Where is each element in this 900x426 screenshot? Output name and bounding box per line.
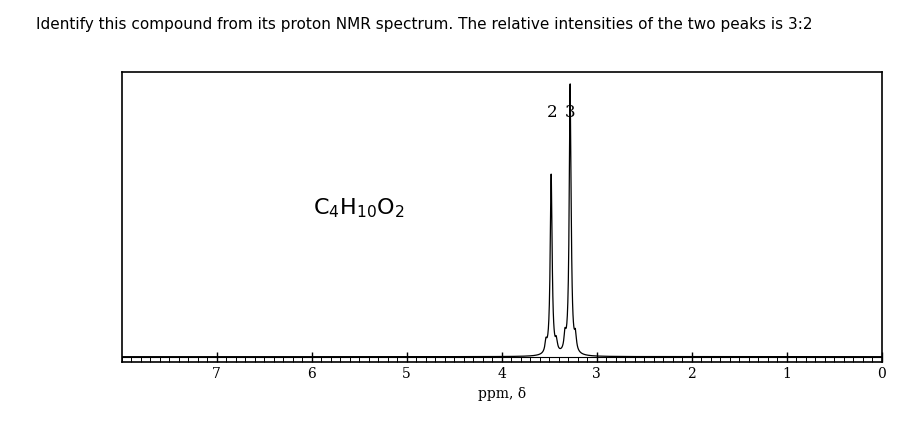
Text: Identify this compound from its proton NMR spectrum. The relative intensities of: Identify this compound from its proton N…: [36, 17, 813, 32]
Text: 2: 2: [546, 104, 557, 121]
Text: $\mathrm{C_4H_{10}O_2}$: $\mathrm{C_4H_{10}O_2}$: [313, 196, 405, 219]
Text: 3: 3: [564, 104, 575, 121]
X-axis label: ppm, δ: ppm, δ: [478, 386, 526, 400]
